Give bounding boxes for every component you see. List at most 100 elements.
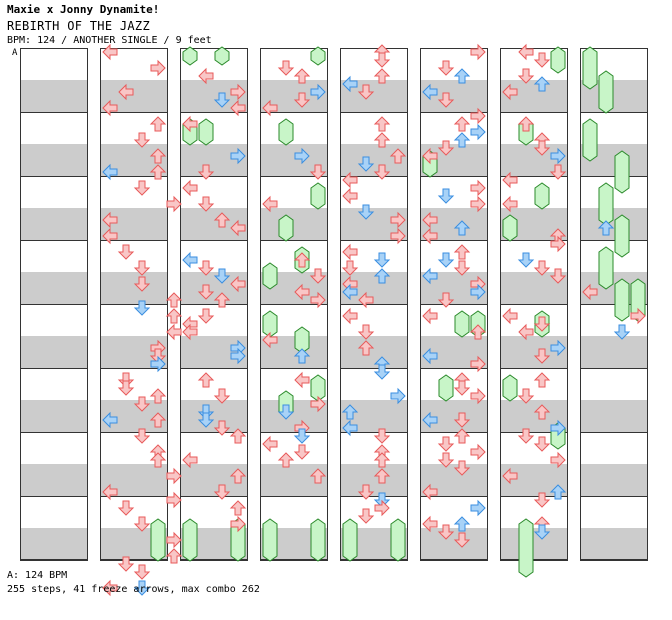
right-arrow-icon [166, 195, 182, 213]
down-arrow-icon [533, 316, 551, 332]
left-arrow-icon [230, 219, 246, 237]
down-arrow-icon [437, 524, 455, 540]
down-arrow-icon [533, 492, 551, 508]
chart-column [20, 48, 88, 561]
up-arrow-icon [149, 388, 167, 404]
stripe-band [500, 528, 568, 560]
left-arrow-icon [422, 411, 438, 429]
right-arrow-icon [166, 491, 182, 509]
up-arrow-icon [293, 348, 311, 364]
freeze-arrow [262, 310, 278, 338]
down-arrow-icon [133, 564, 151, 580]
left-arrow-icon [102, 227, 118, 245]
freeze-arrow [262, 518, 278, 562]
left-arrow-icon [342, 307, 358, 325]
left-arrow-icon [422, 515, 438, 533]
left-arrow-icon [294, 371, 310, 389]
down-arrow-icon [213, 92, 231, 108]
right-arrow-icon [294, 147, 310, 165]
freeze-arrow [550, 46, 566, 74]
down-arrow-icon [437, 452, 455, 468]
up-arrow-icon [453, 244, 471, 260]
down-arrow-icon [293, 444, 311, 460]
right-arrow-icon [310, 395, 326, 413]
column-border [180, 48, 248, 560]
column-border [580, 48, 648, 560]
chart-column [420, 48, 488, 561]
down-arrow-icon [437, 292, 455, 308]
left-arrow-icon [502, 307, 518, 325]
left-arrow-icon [182, 179, 198, 197]
up-arrow-icon [229, 500, 247, 516]
left-arrow-icon [102, 43, 118, 61]
up-arrow-icon [149, 148, 167, 164]
freeze-arrow [534, 182, 550, 210]
right-arrow-icon [470, 107, 486, 125]
chart-info: BPM: 124 / ANOTHER SINGLE / 9 feet [7, 35, 212, 46]
up-arrow-icon [533, 404, 551, 420]
up-arrow-icon [453, 68, 471, 84]
freeze-arrow [150, 518, 166, 562]
up-arrow-icon [341, 404, 359, 420]
stripe-band [180, 336, 248, 368]
left-arrow-icon [342, 419, 358, 437]
left-arrow-icon [230, 99, 246, 117]
right-arrow-icon [230, 147, 246, 165]
freeze-arrow [342, 518, 358, 562]
down-arrow-icon [437, 188, 455, 204]
freeze-arrow [198, 118, 214, 146]
freeze-arrow [598, 246, 614, 290]
freeze-arrow [310, 182, 326, 210]
down-arrow-icon [373, 164, 391, 180]
down-arrow-icon [133, 276, 151, 292]
left-arrow-icon [102, 211, 118, 229]
down-arrow-icon [533, 348, 551, 364]
freeze-arrow [182, 46, 198, 66]
up-arrow-icon [165, 548, 183, 564]
left-arrow-icon [262, 195, 278, 213]
left-arrow-icon [182, 251, 198, 269]
stripe-band [420, 80, 488, 112]
down-arrow-icon [533, 52, 551, 68]
up-arrow-icon [373, 68, 391, 84]
right-arrow-icon [390, 211, 406, 229]
up-arrow-icon [453, 132, 471, 148]
column-border [420, 48, 488, 560]
right-arrow-icon [630, 307, 646, 325]
left-arrow-icon [342, 243, 358, 261]
right-arrow-icon [166, 467, 182, 485]
stripe-band [420, 528, 488, 560]
column-border [340, 48, 408, 560]
up-arrow-icon [453, 220, 471, 236]
right-arrow-icon [310, 291, 326, 309]
up-arrow-icon [597, 220, 615, 236]
down-arrow-icon [197, 412, 215, 428]
stripe-band [420, 400, 488, 432]
up-arrow-icon [373, 468, 391, 484]
down-arrow-icon [517, 252, 535, 268]
down-arrow-icon [517, 388, 535, 404]
down-arrow-icon [533, 524, 551, 540]
up-arrow-icon [453, 428, 471, 444]
freeze-arrow [454, 310, 470, 338]
left-arrow-icon [422, 307, 438, 325]
down-arrow-icon [549, 268, 567, 284]
right-arrow-icon [470, 499, 486, 517]
left-arrow-icon [342, 187, 358, 205]
left-arrow-icon [422, 83, 438, 101]
down-arrow-icon [213, 420, 231, 436]
left-arrow-icon [422, 483, 438, 501]
down-arrow-icon [213, 388, 231, 404]
down-arrow-icon [517, 68, 535, 84]
left-arrow-icon [342, 171, 358, 189]
up-arrow-icon [229, 468, 247, 484]
left-arrow-icon [582, 283, 598, 301]
down-arrow-icon [533, 436, 551, 452]
left-arrow-icon [118, 83, 134, 101]
down-arrow-icon [533, 140, 551, 156]
freeze-arrow [502, 214, 518, 242]
down-arrow-icon [149, 348, 167, 364]
stripe-band [180, 400, 248, 432]
freeze-arrow [598, 182, 614, 226]
down-arrow-icon [357, 484, 375, 500]
